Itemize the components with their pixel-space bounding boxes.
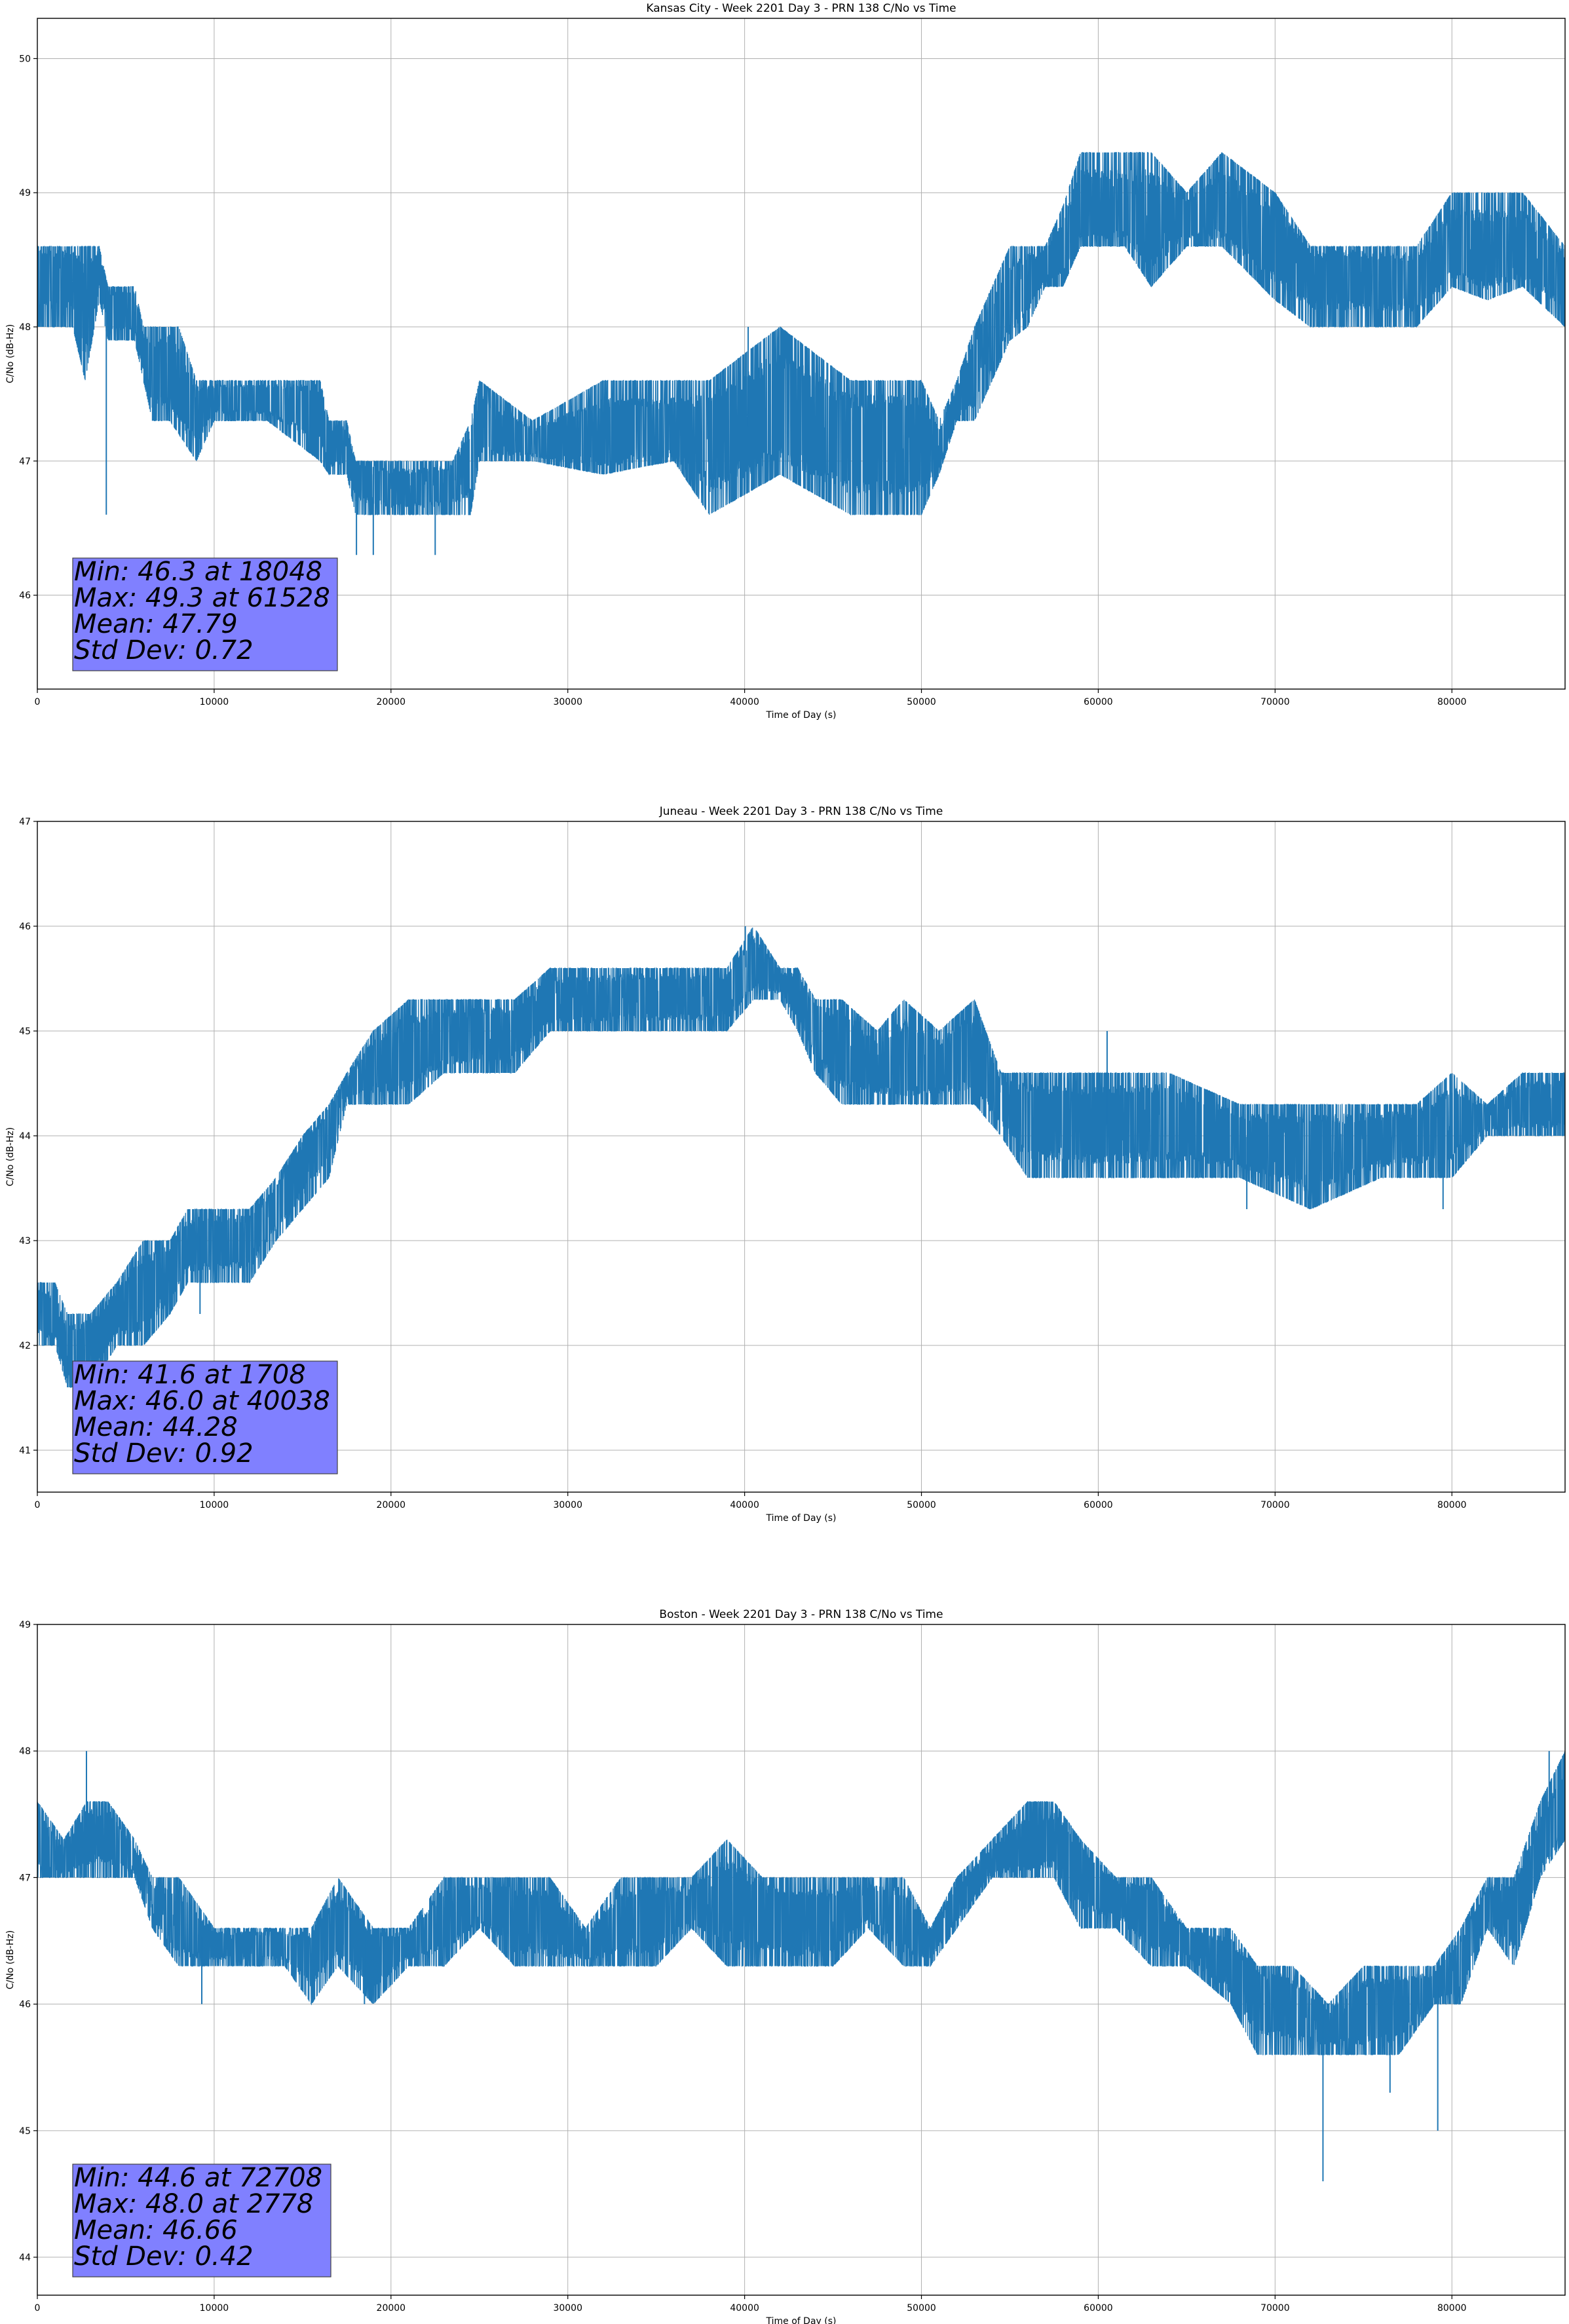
x-tick-label: 10000 [200, 697, 229, 707]
x-tick-label: 50000 [907, 2303, 936, 2314]
x-tick-label: 30000 [553, 2303, 582, 2314]
y-tick-label: 46 [19, 922, 31, 932]
series-trace [37, 151, 1565, 515]
stats-line: Max: 49.3 at 61528 [74, 583, 330, 613]
x-tick-label: 70000 [1260, 2303, 1290, 2314]
x-tick-label: 30000 [553, 697, 582, 707]
axes-frame [37, 1624, 1566, 2296]
x-tick-label: 0 [35, 697, 41, 707]
x-tick-label: 40000 [730, 2303, 759, 2314]
x-tick-label: 60000 [1084, 1500, 1113, 1510]
stats-line: Std Dev: 0.72 [74, 635, 254, 665]
stats-line: Min: 46.3 at 18048 [74, 557, 322, 587]
series-line [37, 151, 1565, 555]
x-tick-label: 70000 [1260, 1500, 1290, 1510]
x-tick-label: 0 [35, 2303, 41, 2314]
x-tick-label: 10000 [200, 2303, 229, 2314]
x-tick-label: 10000 [200, 1500, 229, 1510]
x-tick-label: 80000 [1437, 2303, 1467, 2314]
stats-line: Std Dev: 0.42 [74, 2241, 254, 2272]
chart-panel-3: Boston - Week 2201 Day 3 - PRN 138 C/No … [5, 1608, 1566, 2324]
x-tick-label: 60000 [1084, 2303, 1113, 2314]
y-axis-label: C/No (dB-Hz) [5, 1930, 16, 1989]
y-tick-label: 47 [19, 457, 31, 467]
y-tick-label: 44 [19, 1131, 31, 1142]
x-tick-label: 80000 [1437, 1500, 1467, 1510]
chart-title: Boston - Week 2201 Day 3 - PRN 138 C/No … [659, 1608, 943, 1621]
y-tick-label: 46 [19, 591, 31, 601]
y-axis-label: C/No (dB-Hz) [5, 1127, 16, 1186]
y-tick-label: 43 [19, 1236, 31, 1246]
chart-title: Juneau - Week 2201 Day 3 - PRN 138 C/No … [659, 805, 943, 818]
stats-line: Max: 48.0 at 2778 [74, 2189, 313, 2219]
series-line [37, 926, 1565, 1388]
x-tick-label: 50000 [907, 697, 936, 707]
x-axis-label: Time of Day (s) [766, 1513, 837, 1524]
stats-line: Max: 46.0 at 40038 [74, 1386, 330, 1416]
y-tick-label: 44 [19, 2253, 31, 2263]
series-trace [37, 928, 1565, 1388]
chart-panel-2: Juneau - Week 2201 Day 3 - PRN 138 C/No … [5, 805, 1566, 1524]
y-tick-label: 48 [19, 322, 31, 333]
x-tick-label: 20000 [377, 2303, 406, 2314]
x-tick-label: 20000 [377, 697, 406, 707]
y-tick-label: 50 [19, 54, 31, 64]
chart-panel-1: Kansas City - Week 2201 Day 3 - PRN 138 … [5, 2, 1566, 721]
axes-frame [37, 821, 1566, 1493]
series-line [37, 1750, 1565, 2182]
x-tick-label: 0 [35, 1500, 41, 1510]
stats-line: Mean: 47.79 [74, 609, 238, 639]
x-tick-label: 30000 [553, 1500, 582, 1510]
y-tick-label: 49 [19, 1620, 31, 1630]
axes-frame [37, 18, 1566, 690]
x-tick-label: 20000 [377, 1500, 406, 1510]
y-tick-label: 49 [19, 188, 31, 198]
x-tick-label: 40000 [730, 1500, 759, 1510]
y-axis-label: C/No (dB-Hz) [5, 324, 16, 383]
stats-line: Std Dev: 0.92 [74, 1438, 254, 1469]
stats-box [72, 557, 338, 671]
x-axis-label: Time of Day (s) [766, 710, 837, 721]
y-tick-label: 47 [19, 817, 31, 827]
x-tick-label: 70000 [1260, 697, 1290, 707]
stats-line: Min: 41.6 at 1708 [74, 1360, 306, 1390]
x-tick-label: 50000 [907, 1500, 936, 1510]
x-tick-label: 60000 [1084, 697, 1113, 707]
stats-box [72, 1360, 338, 1474]
chart-title: Kansas City - Week 2201 Day 3 - PRN 138 … [646, 2, 956, 15]
y-tick-label: 46 [19, 2000, 31, 2010]
y-tick-label: 45 [19, 1026, 31, 1037]
x-tick-label: 40000 [730, 697, 759, 707]
stats-line: Mean: 44.28 [74, 1412, 238, 1442]
stats-line: Min: 44.6 at 72708 [74, 2163, 322, 2193]
x-tick-label: 80000 [1437, 697, 1467, 707]
y-tick-label: 45 [19, 2126, 31, 2137]
y-tick-label: 42 [19, 1341, 31, 1351]
y-tick-label: 47 [19, 1873, 31, 1883]
series-trace [37, 1750, 1565, 2055]
y-tick-label: 41 [19, 1446, 31, 1456]
x-axis-label: Time of Day (s) [766, 2316, 837, 2324]
stats-box [72, 2164, 331, 2277]
y-tick-label: 48 [19, 1746, 31, 1757]
stats-line: Mean: 46.66 [74, 2215, 238, 2245]
